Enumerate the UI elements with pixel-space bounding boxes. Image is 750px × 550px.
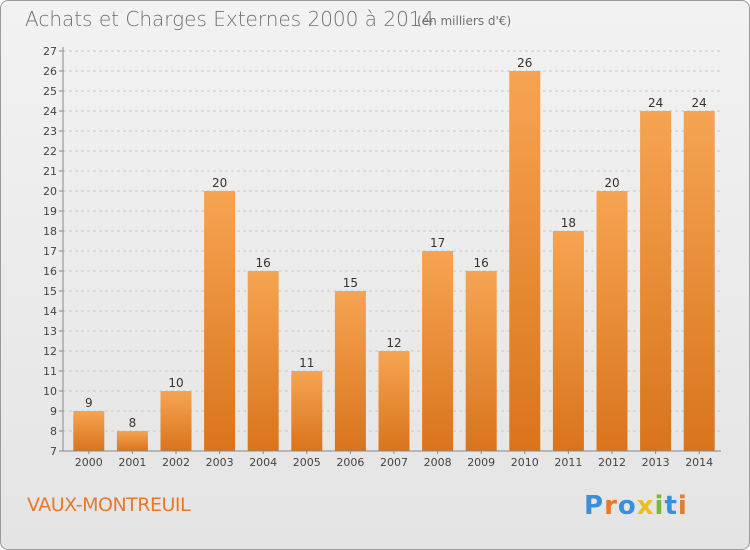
bars xyxy=(73,71,715,451)
x-tick-label: 2013 xyxy=(642,456,670,469)
bar-2011 xyxy=(552,231,584,451)
data-label-2002: 10 xyxy=(168,376,183,390)
y-tick-label: 26 xyxy=(43,65,57,78)
x-tick-label: 2006 xyxy=(336,456,364,469)
logo-letter: P xyxy=(584,491,605,521)
y-tick-label: 22 xyxy=(43,145,57,158)
chart-title: Achats et Charges Externes 2000 à 2014 xyxy=(25,7,435,31)
logo-letter: i xyxy=(677,491,688,521)
bar-2012 xyxy=(596,191,628,451)
logo-letter: o xyxy=(617,491,637,521)
y-tick-label: 18 xyxy=(43,225,57,238)
data-label-2011: 18 xyxy=(561,216,576,230)
data-label-2005: 11 xyxy=(299,356,314,370)
x-tick-label: 2002 xyxy=(162,456,190,469)
y-tick-label: 14 xyxy=(43,305,57,318)
x-tick-label: 2007 xyxy=(380,456,408,469)
y-tick-label: 27 xyxy=(43,45,57,58)
proxiti-logo: Proxiti xyxy=(584,491,688,521)
data-label-2012: 20 xyxy=(604,176,619,190)
y-tick-label: 8 xyxy=(50,425,57,438)
x-tick-label: 2008 xyxy=(424,456,452,469)
logo-letter: i xyxy=(654,491,665,521)
chart-unit-label: (en milliers d'€) xyxy=(417,14,512,28)
x-tick-label: 2003 xyxy=(206,456,234,469)
bar-2010 xyxy=(509,71,541,451)
x-tick-label: 2001 xyxy=(118,456,146,469)
bar-2005 xyxy=(291,371,323,451)
bar-2003 xyxy=(204,191,236,451)
y-tick-label: 9 xyxy=(50,405,57,418)
x-tick-label: 2014 xyxy=(685,456,713,469)
axes: 7 8 9 10 11 12 13 14 15 16 17 18 19 20 21 22 23 24 25 26 27 2… xyxy=(43,45,721,469)
y-tick-label: 11 xyxy=(43,365,57,378)
y-tick-label: 23 xyxy=(43,125,57,138)
y-tick-label: 21 xyxy=(43,165,57,178)
bar-2000 xyxy=(73,411,105,451)
bar-2004 xyxy=(247,271,279,451)
bar-2014 xyxy=(683,111,715,451)
y-tick-label: 17 xyxy=(43,245,57,258)
x-tick-label: 2005 xyxy=(293,456,321,469)
data-label-2014: 24 xyxy=(692,96,707,110)
data-label-2003: 20 xyxy=(212,176,227,190)
x-tick-label: 2011 xyxy=(554,456,582,469)
bar-2001 xyxy=(116,431,148,451)
y-tick-label: 16 xyxy=(43,265,57,278)
x-tick-label: 2010 xyxy=(511,456,539,469)
bar-2009 xyxy=(465,271,497,451)
x-tick-label: 2012 xyxy=(598,456,626,469)
data-label-2000: 9 xyxy=(85,396,93,410)
bar-2008 xyxy=(422,251,454,451)
location-name: VAUX-MONTREUIL xyxy=(27,494,191,516)
y-tick-label: 12 xyxy=(43,345,57,358)
y-tick-label: 24 xyxy=(43,105,57,118)
logo-letter: t xyxy=(664,491,678,521)
logo-letter: x xyxy=(636,491,655,521)
bar-2007 xyxy=(378,351,410,451)
y-tick-label: 13 xyxy=(43,325,57,338)
y-tick-label: 15 xyxy=(43,285,57,298)
bar-2002 xyxy=(160,391,192,451)
data-label-2007: 12 xyxy=(386,336,401,350)
data-label-2008: 17 xyxy=(430,236,445,250)
logo-letter: r xyxy=(604,491,618,521)
data-label-2006: 15 xyxy=(343,276,358,290)
x-tick-label: 2009 xyxy=(467,456,495,469)
y-tick-label: 19 xyxy=(43,205,57,218)
x-tick-label: 2004 xyxy=(249,456,277,469)
data-label-2013: 24 xyxy=(648,96,663,110)
y-tick-label: 10 xyxy=(43,385,57,398)
data-label-2001: 8 xyxy=(129,416,137,430)
data-label-2009: 16 xyxy=(474,256,489,270)
y-tick-label: 7 xyxy=(50,445,57,458)
data-label-2004: 16 xyxy=(256,256,271,270)
y-tick-label: 25 xyxy=(43,85,57,98)
data-label-2010: 26 xyxy=(517,56,532,70)
bar-2013 xyxy=(640,111,672,451)
data-labels: 9 8 10 20 16 11 15 12 17 16 26 18 20 24 24 xyxy=(85,56,707,430)
bar-2006 xyxy=(334,291,366,451)
x-tick-label: 2000 xyxy=(75,456,103,469)
y-tick-label: 20 xyxy=(43,185,57,198)
